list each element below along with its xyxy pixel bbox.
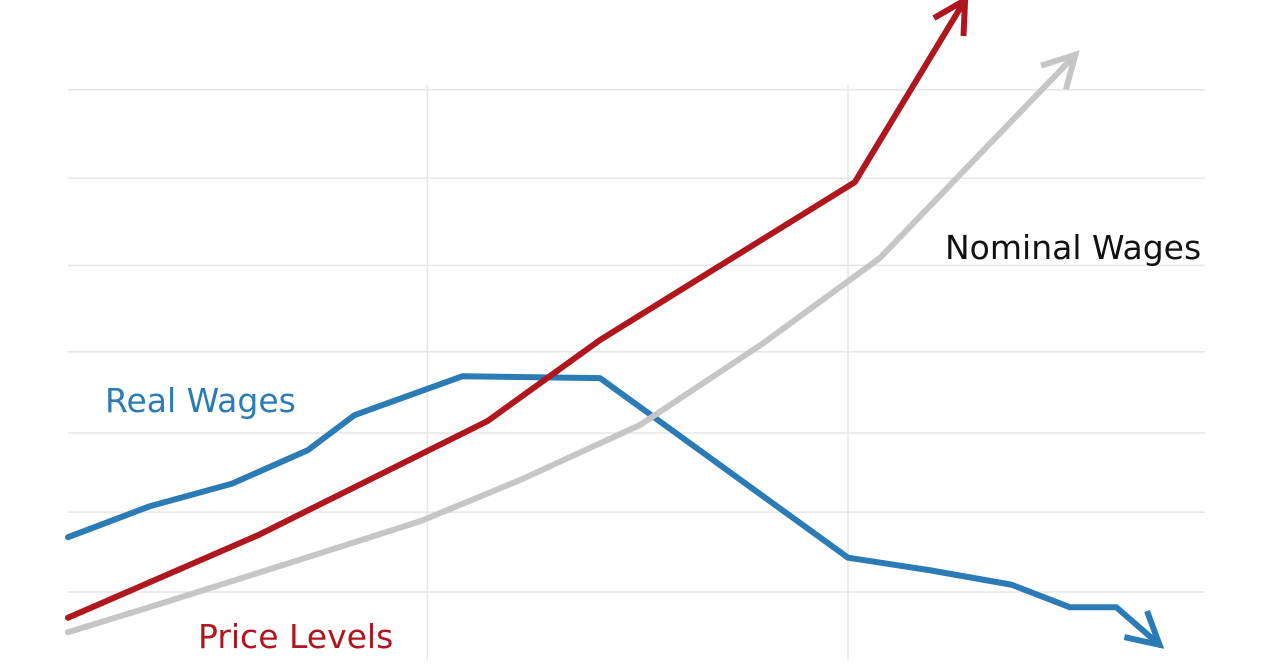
series-line-nominal-wages: [65, 51, 1079, 636]
series-line-price-levels: [65, 0, 969, 621]
label-nominal-wages: Nominal Wages: [945, 228, 1201, 267]
series-lines: [65, 0, 1165, 649]
label-price-levels: Price Levels: [198, 617, 393, 656]
grid: [68, 85, 1205, 660]
arrowhead-price-levels: [932, 0, 969, 37]
label-real-wages: Real Wages: [105, 381, 296, 420]
